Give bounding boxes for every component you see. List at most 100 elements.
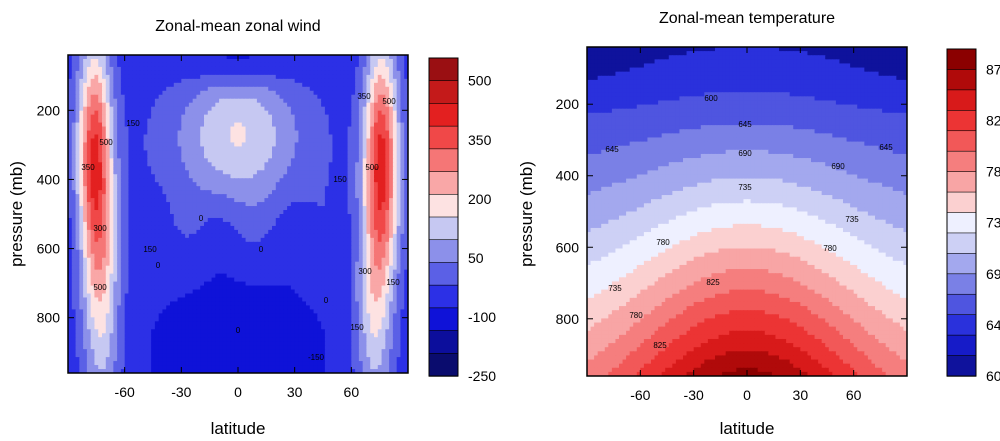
contour-cell — [264, 217, 269, 223]
contour-cell — [294, 221, 300, 227]
contour-cell — [109, 126, 114, 132]
contour-cell — [392, 178, 398, 183]
contour-cell — [230, 225, 235, 231]
contour-cell — [120, 273, 126, 279]
contour-cell — [404, 58, 408, 64]
contour-cell — [309, 106, 315, 112]
contour-cell — [71, 217, 77, 223]
contour-cell — [86, 138, 92, 144]
contour-cell — [75, 110, 80, 116]
contour-cell — [404, 237, 408, 243]
contour-cell — [128, 249, 133, 255]
contour-cell — [113, 58, 118, 64]
contour-cell — [71, 174, 77, 179]
contour-cell — [400, 229, 405, 235]
contour-cell — [279, 221, 284, 227]
contour-cell — [238, 102, 243, 108]
contour-cell — [105, 106, 111, 112]
contour-cell — [86, 202, 92, 207]
contour-cell — [362, 158, 368, 163]
contour-cell — [200, 158, 205, 163]
contour-cell — [207, 134, 213, 140]
contour-cell — [71, 214, 77, 219]
contour-cell — [362, 261, 368, 267]
contour-cell — [366, 110, 371, 116]
contour-cell — [253, 182, 258, 187]
contour-cell — [332, 269, 337, 275]
contour-cell — [204, 182, 209, 187]
contour-cell — [109, 217, 114, 223]
contour-cell — [185, 210, 190, 215]
contour-cell — [177, 178, 182, 183]
contour-cell — [147, 186, 152, 191]
contour-cell — [192, 66, 198, 72]
contour-cell — [321, 229, 326, 235]
contour-cell — [385, 55, 390, 60]
contour-cell — [98, 150, 103, 155]
contour-cell — [226, 210, 232, 215]
contour-cell — [347, 102, 352, 108]
contour-cell — [400, 158, 405, 163]
contour-cell — [377, 114, 383, 120]
contour-cell — [404, 170, 408, 175]
contour-cell — [211, 257, 216, 263]
contour-cell — [385, 229, 390, 235]
contour-cell — [268, 221, 273, 227]
contour-cell — [279, 102, 284, 108]
contour-cell — [332, 98, 337, 104]
contour-cell — [343, 82, 349, 88]
contour-cell — [105, 122, 111, 128]
contour-cell — [185, 106, 190, 112]
contour-cell — [287, 55, 292, 60]
contour-cell — [151, 221, 156, 227]
contour-cell — [340, 249, 345, 255]
contour-cell — [290, 221, 296, 227]
contour-cell — [204, 118, 209, 124]
contour-cell — [83, 86, 88, 92]
contour-cell — [256, 178, 262, 183]
contour-cell — [400, 194, 405, 199]
contour-cell — [200, 178, 205, 183]
contour-cell — [290, 102, 296, 108]
contour-cell — [162, 126, 167, 132]
contour-cell — [253, 130, 258, 136]
contour-cell — [105, 237, 111, 243]
contour-cell — [287, 58, 292, 64]
contour-cell — [162, 86, 167, 92]
contour-cell — [287, 98, 292, 104]
contour-cell — [75, 134, 80, 140]
contour-cell — [102, 138, 107, 144]
contour-cell — [173, 122, 179, 128]
contour-cell — [94, 86, 99, 92]
contour-cell — [268, 182, 273, 187]
contour-cell — [381, 237, 386, 243]
contour-cell — [294, 74, 300, 80]
contour-cell — [143, 166, 148, 171]
contour-cell — [306, 142, 311, 148]
contour-cell — [200, 138, 205, 144]
contour-cell — [147, 154, 152, 159]
contour-cell — [211, 106, 216, 112]
contour-cell — [256, 74, 262, 80]
contour-cell — [336, 265, 341, 271]
contour-cell — [340, 86, 345, 92]
contour-cell — [154, 146, 160, 152]
contour-cell — [185, 225, 190, 231]
contour-cell — [71, 82, 77, 88]
contour-cell — [68, 126, 73, 132]
contour-cell — [287, 265, 292, 271]
contour-cell — [109, 233, 114, 239]
contour-cell — [166, 122, 171, 128]
contour-cell — [90, 142, 96, 148]
contour-cell — [306, 70, 311, 76]
contour-cell — [230, 229, 235, 235]
contour-cell — [166, 257, 171, 263]
contour-cell — [404, 55, 408, 60]
contour-cell — [287, 78, 292, 84]
contour-cell — [109, 269, 114, 275]
contour-cell — [358, 186, 364, 191]
contour-cell — [234, 257, 239, 263]
contour-cell — [234, 206, 239, 211]
contour-cell — [268, 55, 273, 60]
contour-cell — [151, 261, 156, 267]
